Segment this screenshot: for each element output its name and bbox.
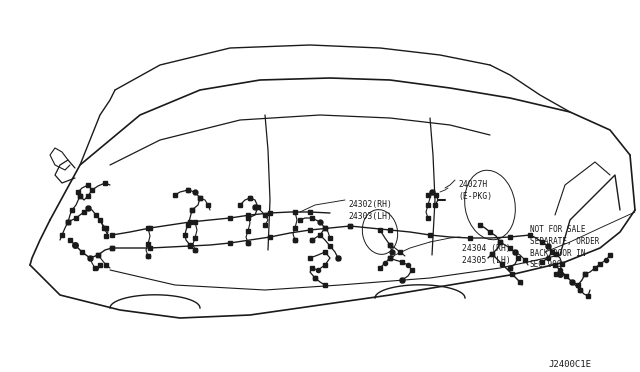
Text: J2400C1E: J2400C1E xyxy=(548,360,591,369)
Text: 24304 (RH)
24305 (LH): 24304 (RH) 24305 (LH) xyxy=(462,244,511,265)
Text: NOT FOR SALE
SEPARATE, ORDER
BACK DOOR IN
SEC.900: NOT FOR SALE SEPARATE, ORDER BACK DOOR I… xyxy=(530,225,600,269)
Text: 24302(RH)
24303(LH): 24302(RH) 24303(LH) xyxy=(348,200,392,221)
Text: 24027H
(E-PKG): 24027H (E-PKG) xyxy=(458,180,492,201)
